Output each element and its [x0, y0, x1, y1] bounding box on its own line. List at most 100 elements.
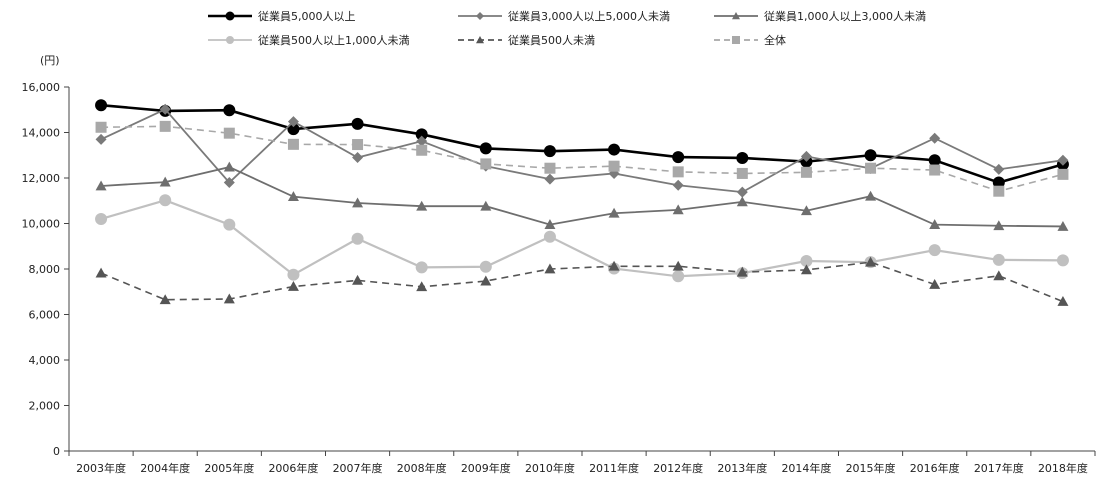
x-tick-label: 2011年度 [589, 461, 639, 475]
legend-item: 従業員3,000人以上5,000人未満 [458, 10, 670, 23]
data-point [223, 161, 235, 172]
data-point [159, 294, 171, 305]
data-point [736, 196, 748, 207]
data-point [993, 185, 1005, 197]
x-tick-label: 2008年度 [397, 461, 447, 475]
data-point [1057, 154, 1069, 166]
data-point [608, 160, 620, 172]
legend-item: 従業員500人未満 [458, 34, 595, 47]
data-point [352, 152, 364, 164]
data-point [352, 274, 364, 285]
data-point [993, 270, 1005, 281]
data-point [800, 166, 812, 178]
y-axis-unit-label: (円) [40, 54, 60, 67]
data-point [672, 179, 684, 191]
data-point [929, 278, 941, 289]
data-point [95, 180, 107, 191]
data-point [480, 200, 492, 211]
data-point [1057, 220, 1069, 231]
data-point [993, 163, 1005, 175]
data-point [159, 176, 171, 187]
data-point [672, 260, 684, 271]
legend-label: 従業員500人未満 [508, 34, 595, 47]
legend-label: 従業員3,000人以上5,000人未満 [508, 10, 670, 23]
data-point [543, 145, 556, 158]
series-5 [95, 256, 1069, 306]
y-tick-label: 10,000 [22, 218, 61, 231]
legend-item: 従業員1,000人以上3,000人未満 [714, 10, 926, 23]
data-point [736, 266, 748, 277]
data-point [992, 253, 1005, 266]
data-point [608, 143, 621, 156]
x-axis: 2003年度 2004年度 2005年度 2006年度 2007年度 2008年度 2009… [68, 450, 1096, 475]
data-point [800, 255, 813, 268]
legend-marker [732, 12, 740, 20]
x-tick-label: 2016年度 [910, 461, 960, 475]
data-point [1057, 168, 1069, 180]
data-point [736, 151, 749, 164]
data-point [416, 135, 428, 147]
y-tick-label: 4,000 [29, 354, 61, 367]
x-tick-label: 2009年度 [461, 461, 511, 475]
y-tick-label: 12,000 [22, 172, 61, 185]
legend-item: 全体 [714, 33, 786, 47]
series-line [100, 261, 1064, 303]
legend: 従業員5,000人以上 従業員3,000人以上5,000人未満 従業員1,000人以… [208, 10, 926, 47]
x-tick-label: 2018年度 [1038, 461, 1088, 475]
data-point [95, 133, 107, 145]
data-point [543, 230, 556, 243]
data-point [929, 219, 941, 230]
data-point [223, 218, 236, 231]
series-line [100, 103, 1064, 184]
data-point [479, 142, 492, 155]
legend-marker [226, 36, 234, 44]
legend-item: 従業員500人以上1,000人未満 [208, 34, 410, 47]
series-line [100, 199, 1063, 278]
x-tick-label: 2010年度 [525, 461, 575, 475]
y-tick-label: 8,000 [29, 263, 61, 276]
data-point [95, 121, 107, 133]
data-point [929, 164, 941, 176]
data-point [95, 212, 108, 225]
data-point [351, 232, 364, 245]
series-line [101, 166, 1063, 228]
legend-item: 従業員5,000人以上 [208, 10, 356, 23]
data-point [416, 281, 428, 292]
legend-label: 従業員500人以上1,000人未満 [258, 34, 410, 47]
y-axis: 0 2,000 4,000 6,000 8,000 10,000 12,000 14,000 1… [22, 81, 70, 458]
data-point [95, 99, 108, 112]
data-point [865, 162, 877, 174]
x-tick-label: 2017年度 [974, 461, 1024, 475]
x-tick-label: 2013年度 [717, 461, 767, 475]
data-point [223, 293, 235, 304]
data-point [287, 281, 299, 291]
data-point [544, 219, 556, 230]
y-tick-label: 16,000 [22, 81, 61, 94]
data-point [159, 120, 171, 132]
x-tick-label: 2006年度 [268, 461, 318, 475]
data-point [992, 176, 1005, 189]
data-point [672, 166, 684, 178]
data-point [479, 260, 492, 273]
x-tick-label: 2012年度 [653, 461, 703, 475]
data-point [95, 267, 107, 278]
data-point [223, 104, 236, 117]
plot-area [95, 99, 1069, 306]
legend-marker [732, 36, 740, 44]
data-point [351, 117, 364, 130]
legend-marker [476, 36, 484, 44]
data-point [287, 123, 300, 136]
series-line [101, 125, 1064, 193]
data-point [287, 138, 299, 150]
series-line [100, 108, 1064, 194]
data-point [544, 263, 556, 274]
x-tick-label: 2005年度 [204, 461, 254, 475]
legend-label: 全体 [764, 33, 786, 47]
data-point [287, 268, 300, 281]
x-tick-label: 2003年度 [76, 461, 126, 475]
data-point [672, 204, 684, 215]
data-point [928, 154, 941, 167]
data-point [864, 149, 877, 162]
data-point [800, 264, 812, 275]
data-point [415, 261, 428, 274]
